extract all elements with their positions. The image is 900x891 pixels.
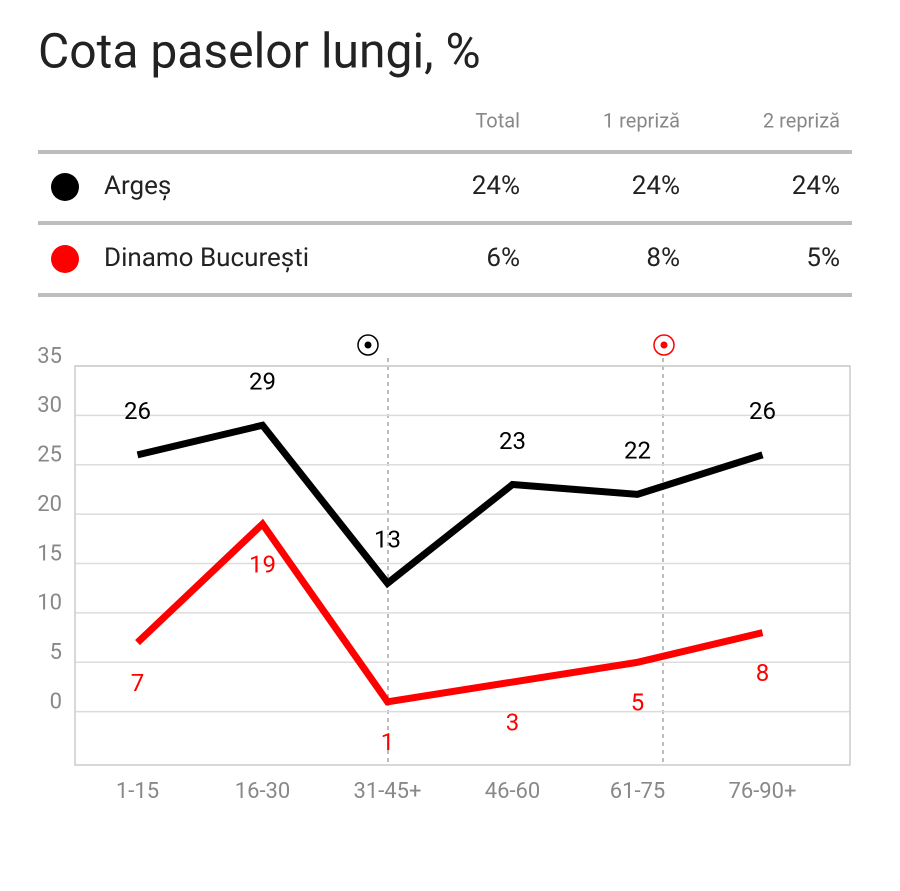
team-name: Dinamo București [104, 243, 309, 273]
x-tick-label: 61-75 [610, 779, 666, 804]
data-label: 1 [381, 728, 395, 756]
data-label: 8 [756, 659, 770, 687]
data-label: 29 [249, 368, 276, 396]
y-tick-label: 30 [37, 393, 62, 418]
stat-value: 8% [646, 243, 680, 273]
data-label: 26 [124, 397, 151, 425]
plot-frame [74, 365, 851, 766]
series-line [135, 518, 764, 706]
data-label: 19 [249, 550, 276, 578]
y-tick-label: 25 [37, 443, 62, 468]
column-header: 1 repriză [603, 108, 680, 132]
y-tick-label: 35 [37, 344, 62, 369]
data-label: 5 [631, 689, 645, 717]
column-header: 2 repriză [763, 108, 840, 132]
data-label: 3 [506, 708, 520, 736]
goal-icon [364, 341, 372, 349]
y-tick-label: 15 [37, 541, 62, 566]
data-label: 23 [499, 427, 526, 455]
x-tick-label: 1-15 [116, 779, 159, 804]
x-tick-label: 31-45+ [353, 779, 421, 804]
y-tick-label: 0 [50, 689, 62, 714]
stat-value: 5% [806, 243, 840, 273]
table: Total 1 repriză 2 repriză Argeș 24% 24% 24% Din… [38, 108, 852, 297]
column-header: Total [475, 108, 520, 132]
y-tick-label: 5 [50, 640, 62, 665]
y-tick-label: 20 [37, 492, 62, 517]
x-tick-label: 76-90+ [728, 779, 796, 804]
goal-markers [357, 334, 675, 765]
data-label: 7 [131, 669, 145, 697]
data-label: 13 [374, 526, 401, 554]
title: Cota paselor lungi, % [38, 23, 481, 80]
x-tick-label: 16-30 [235, 779, 291, 804]
x-tick-label: 46-60 [485, 779, 541, 804]
team-dot [51, 245, 79, 273]
data-label: 26 [749, 397, 776, 425]
data-label: 22 [624, 437, 651, 465]
team-dot [51, 173, 79, 201]
team-name: Argeș [104, 171, 171, 201]
goal-icon [660, 341, 668, 349]
stat-value: 6% [486, 243, 520, 273]
stat-value: 24% [632, 171, 680, 201]
stat-value: 24% [472, 171, 520, 201]
series-line [136, 421, 764, 589]
stat-value: 24% [792, 171, 840, 201]
y-tick-label: 10 [37, 591, 62, 616]
